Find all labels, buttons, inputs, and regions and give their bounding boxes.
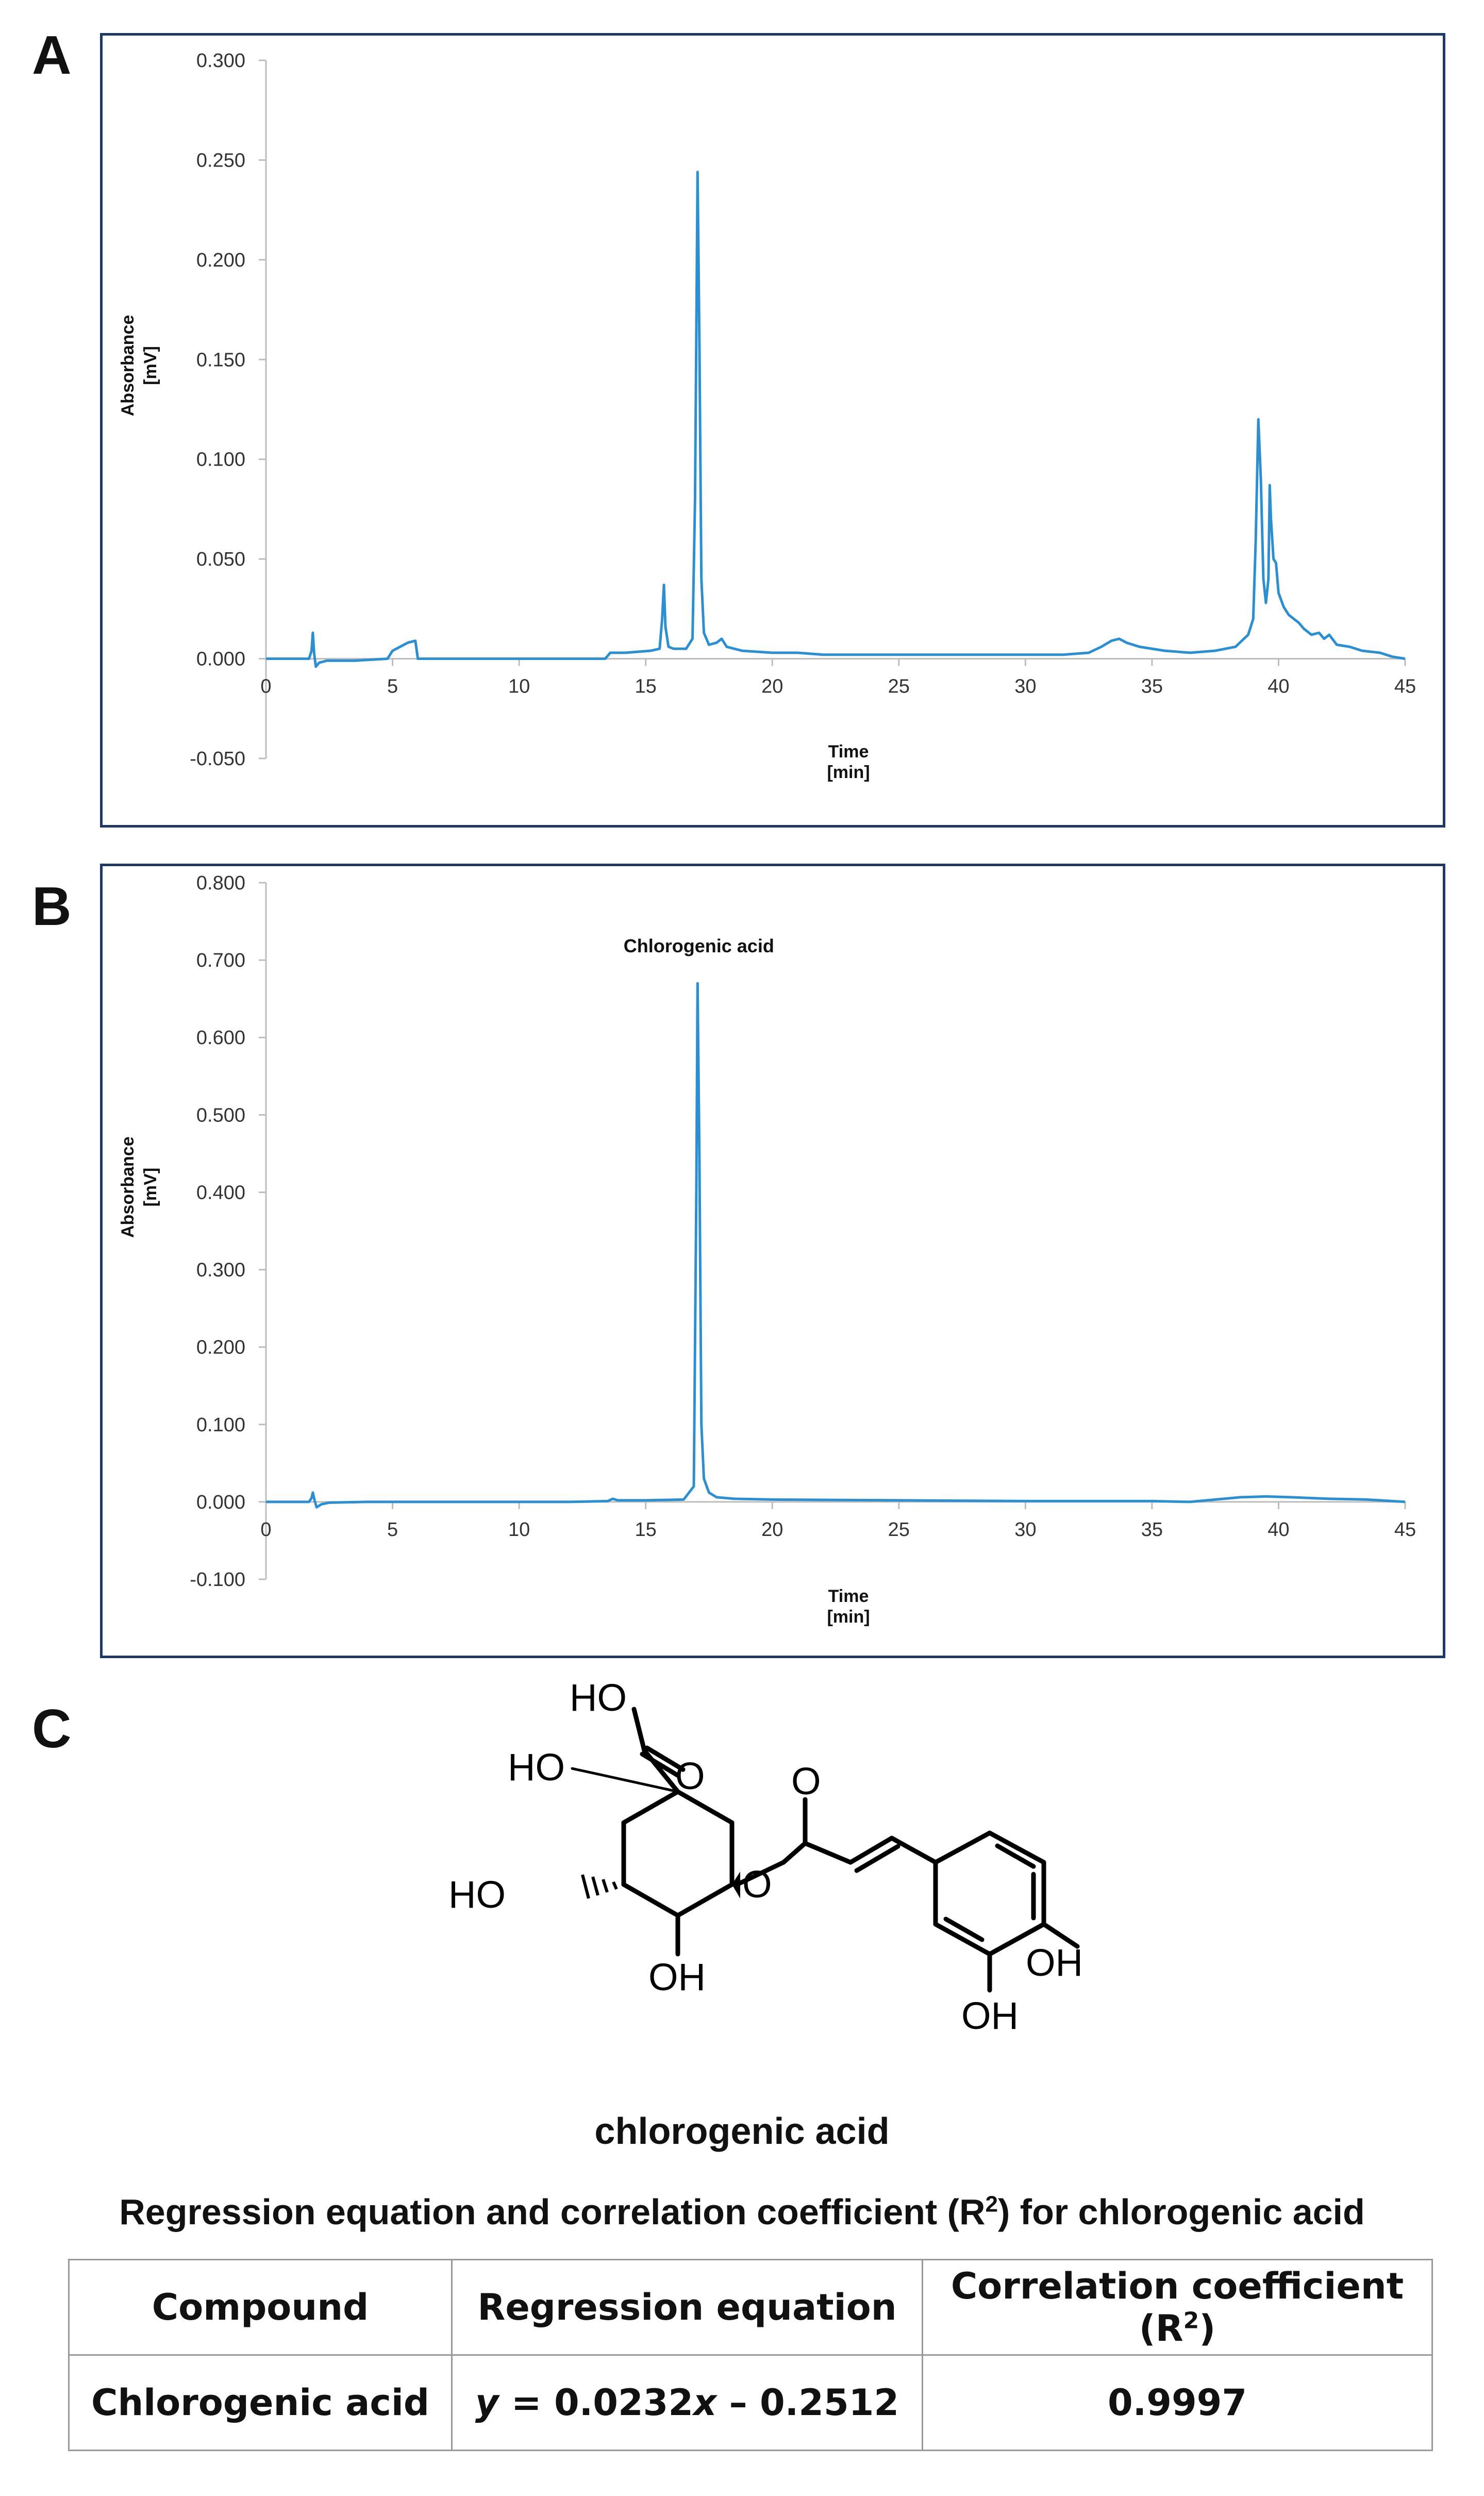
y-tick-label: 0.050 bbox=[196, 549, 245, 570]
cell-compound: Chlorogenic acid bbox=[68, 2354, 453, 2451]
y-tick-label: 0.700 bbox=[196, 950, 245, 971]
y-tick-label: 0.300 bbox=[196, 1260, 245, 1281]
y-tick-label: 0.100 bbox=[196, 1414, 245, 1436]
table-header-row: Compound Regression equation Correlation… bbox=[68, 2259, 1433, 2356]
label-o-acid: O bbox=[675, 1755, 705, 1797]
x-tick-label: 45 bbox=[1394, 1519, 1416, 1541]
y-tick-label: 0.500 bbox=[196, 1104, 245, 1126]
panel-letter-b: B bbox=[32, 876, 72, 937]
y-tick-label: -0.100 bbox=[190, 1569, 245, 1591]
y-axis-unit: [mV] bbox=[141, 1168, 160, 1207]
regression-table: Compound Regression equation Correlation… bbox=[68, 2259, 1433, 2451]
y-axis-label: Absorbance bbox=[118, 1136, 138, 1238]
table-title-suffix: ) for chlorogenic acid bbox=[998, 2192, 1365, 2232]
y-tick-label: 0.600 bbox=[196, 1027, 245, 1049]
x-tick-label: 10 bbox=[508, 676, 530, 698]
eq-x: x bbox=[693, 2382, 717, 2424]
table-row: Chlorogenic acid y = 0.0232x – 0.2512 0.… bbox=[68, 2354, 1433, 2451]
chart-frame-b: 0.800 0.700 0.600 0.500 0.400 0.300 0.200 0.100… bbox=[100, 864, 1445, 1658]
header-compound: Compound bbox=[68, 2259, 453, 2356]
x-tick-label: 5 bbox=[387, 676, 398, 698]
label-oh-right: OH bbox=[1026, 1941, 1083, 1984]
eq-end: – 0.2512 bbox=[716, 2382, 899, 2424]
x-tick-label: 20 bbox=[761, 1519, 783, 1541]
x-tick-label: 10 bbox=[508, 1519, 530, 1541]
label-o-ester-carbonyl: O bbox=[791, 1760, 821, 1803]
chromatogram-line bbox=[266, 171, 1406, 668]
x-tick-label: 45 bbox=[1394, 676, 1416, 698]
compound-name: chlorogenic acid bbox=[594, 2111, 890, 2152]
x-tick-label: 30 bbox=[1014, 676, 1036, 698]
x-tick-label: 40 bbox=[1268, 1519, 1289, 1541]
x-axis-unit: [min] bbox=[827, 1607, 870, 1627]
chlorogenic-acid-structure: HO HO O O O HO OH OH OH bbox=[448, 1676, 1083, 2037]
y-tick-label: 0.100 bbox=[196, 449, 245, 471]
panel-letter-c: C bbox=[32, 1698, 72, 1759]
header-equation: Regression equation bbox=[451, 2259, 923, 2356]
table-title: Regression equation and correlation coef… bbox=[0, 2191, 1484, 2233]
y-tick-label: 0.800 bbox=[196, 872, 245, 894]
header-corr-suffix: ) bbox=[1199, 2307, 1216, 2350]
cell-r2: 0.9997 bbox=[922, 2354, 1433, 2451]
y-tick-label: 0.000 bbox=[196, 1492, 245, 1513]
label-ho-ring: HO bbox=[448, 1873, 506, 1916]
table-title-prefix: Regression equation and correlation coef… bbox=[119, 2192, 986, 2232]
x-tick-label: 25 bbox=[888, 676, 910, 698]
x-axis-unit: [min] bbox=[827, 763, 870, 782]
chromatogram-b: 0.800 0.700 0.600 0.500 0.400 0.300 0.200 0.100… bbox=[118, 872, 1416, 1627]
y-tick-label: -0.050 bbox=[190, 748, 245, 770]
x-tick-label: 30 bbox=[1014, 1519, 1036, 1541]
chromatogram-line bbox=[266, 982, 1406, 1509]
header-corr-prefix: Correlation coefficient (R bbox=[951, 2265, 1404, 2350]
chart-frame-a: 0.300 0.250 0.200 0.150 0.100 0.050 0.000 -0.05… bbox=[100, 33, 1445, 828]
y-tick-label: 0.400 bbox=[196, 1182, 245, 1203]
x-tick-label: 35 bbox=[1141, 1519, 1163, 1541]
y-tick-label: 0.300 bbox=[196, 50, 245, 72]
table-title-sup: 2 bbox=[985, 2191, 998, 2217]
x-tick-label: 35 bbox=[1141, 676, 1163, 698]
x-tick-label: 15 bbox=[635, 1519, 657, 1541]
panel-letter-a: A bbox=[32, 25, 72, 86]
x-tick-label: 40 bbox=[1268, 676, 1289, 698]
label-ho-left: HO bbox=[508, 1746, 565, 1789]
x-tick-label: 0 bbox=[260, 1519, 271, 1541]
label-ho-top: HO bbox=[570, 1676, 627, 1719]
y-axis-label: Absorbance bbox=[118, 315, 138, 417]
eq-mid: = 0.0232 bbox=[498, 2382, 694, 2424]
x-tick-label: 15 bbox=[635, 676, 657, 698]
x-tick-label: 5 bbox=[387, 1519, 398, 1541]
label-oh-lower: OH bbox=[961, 1994, 1019, 2037]
y-tick-label: 0.200 bbox=[196, 1337, 245, 1359]
x-tick-label: 25 bbox=[888, 1519, 910, 1541]
x-axis-label: Time bbox=[828, 742, 869, 762]
x-axis-label: Time bbox=[828, 1586, 869, 1606]
y-tick-label: 0.250 bbox=[196, 150, 245, 171]
y-axis-unit: [mV] bbox=[141, 346, 160, 385]
cell-equation: y = 0.0232x – 0.2512 bbox=[451, 2354, 923, 2451]
y-tick-label: 0.200 bbox=[196, 250, 245, 271]
x-tick-label: 0 bbox=[260, 676, 271, 698]
header-corr-sup: 2 bbox=[1183, 2307, 1199, 2334]
label-o-ester: O bbox=[742, 1863, 772, 1906]
chromatogram-a: 0.300 0.250 0.200 0.150 0.100 0.050 0.000 -0.05… bbox=[118, 50, 1416, 782]
y-tick-label: 0.150 bbox=[196, 349, 245, 371]
peak-annotation: Chlorogenic acid bbox=[624, 935, 774, 956]
eq-y: y bbox=[475, 2382, 499, 2424]
header-correlation: Correlation coefficient (R2) bbox=[922, 2259, 1433, 2356]
x-tick-label: 20 bbox=[761, 676, 783, 698]
y-tick-label: 0.000 bbox=[196, 649, 245, 670]
label-oh-bottom: OH bbox=[648, 1956, 706, 1998]
